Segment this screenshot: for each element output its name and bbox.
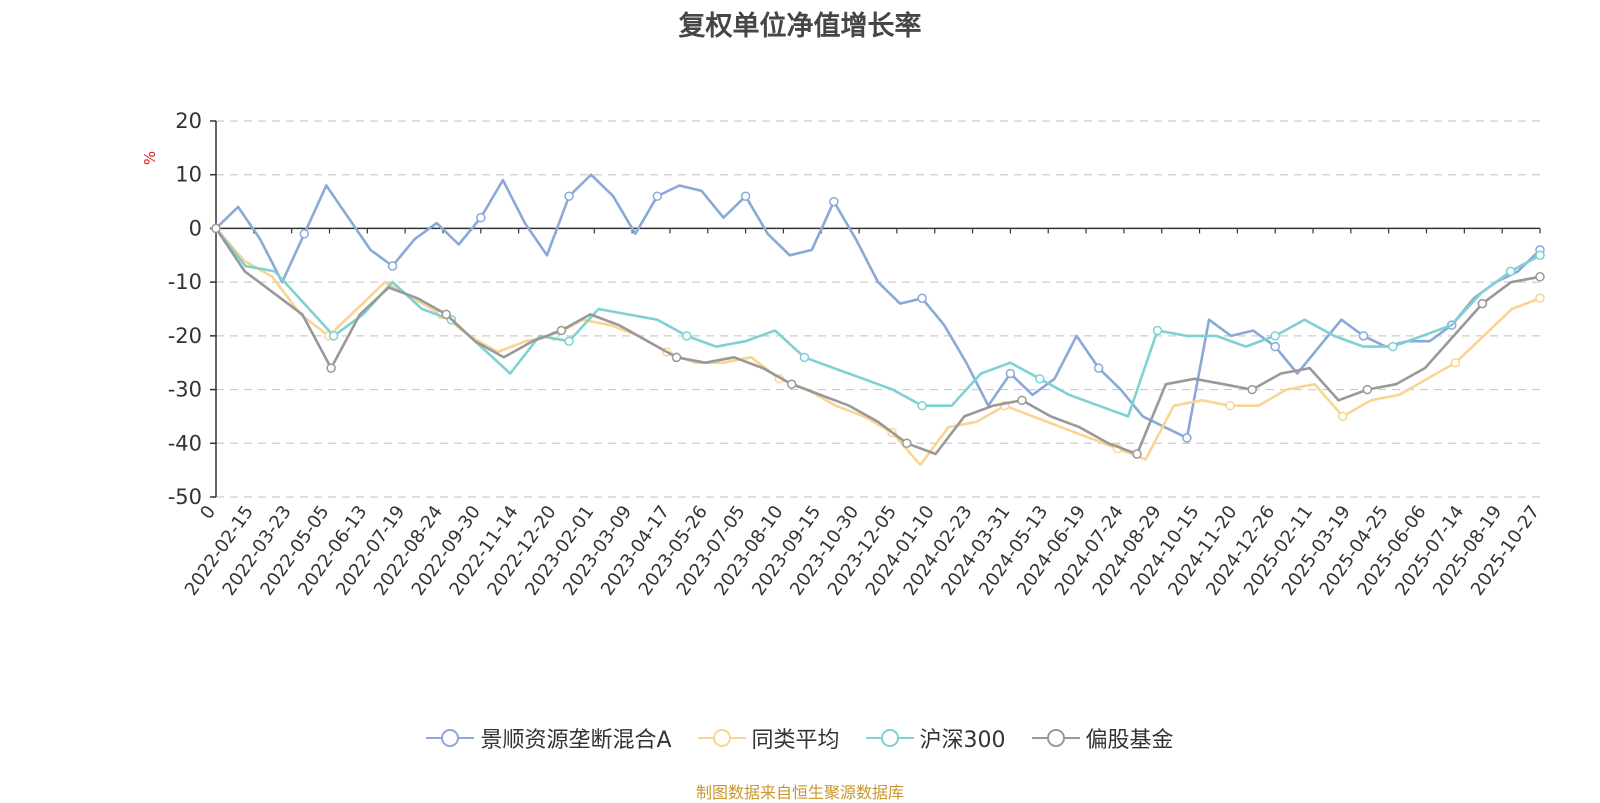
data-point: [1270, 341, 1280, 352]
chart-title: 复权单位净值增长率: [678, 11, 922, 42]
data-point: [1388, 341, 1398, 352]
data-point: [1477, 298, 1488, 309]
data-point: [786, 379, 797, 389]
data-point: [1535, 272, 1545, 282]
data-point: [1505, 266, 1516, 277]
y-tick-label: -20: [168, 324, 202, 348]
data-point: [799, 352, 810, 363]
legend-item-同类平均[interactable]: 同类平均: [697, 722, 840, 754]
data-point: [1017, 395, 1027, 406]
data-point: [1225, 400, 1235, 411]
data-point: [652, 191, 663, 201]
y-tick-label: -40: [168, 431, 202, 455]
data-point: [564, 191, 574, 201]
legend-label: 沪深300: [919, 728, 1006, 753]
data-point: [1358, 331, 1369, 341]
series-line-景顺资源垄断混合A: [215, 173, 1541, 440]
data-point: [917, 293, 927, 304]
y-tick-label: -30: [168, 378, 202, 402]
data-point: [1132, 449, 1142, 459]
y-tick-label: -10: [168, 270, 202, 294]
data-point: [441, 309, 452, 320]
data-point: [829, 196, 839, 207]
data-point: [1535, 250, 1545, 261]
legend-label: 同类平均: [751, 728, 840, 753]
data-point: [1535, 293, 1545, 304]
y-tick-label: 0: [189, 216, 202, 240]
data-point: [387, 261, 398, 271]
data-source-note: 制图数据来自恒生聚源数据库: [695, 783, 904, 802]
data-point: [1450, 357, 1461, 368]
legend-label: 偏股基金: [1085, 728, 1174, 753]
data-point: [902, 438, 912, 449]
series-line-沪深300: [214, 227, 1541, 418]
legend-item-偏股基金[interactable]: 偏股基金: [1031, 722, 1174, 754]
x-tick-label: 0: [196, 502, 220, 523]
data-point: [556, 325, 567, 336]
data-point: [1035, 374, 1045, 384]
data-point: [564, 336, 574, 346]
legend: 景顺资源垄断混合A 同类平均 沪深300 偏股基金: [0, 722, 1600, 754]
data-point: [326, 363, 336, 373]
series-line-偏股基金: [214, 227, 1541, 456]
data-point: [1362, 384, 1373, 395]
data-point: [917, 400, 927, 411]
y-tick-label: 10: [175, 163, 202, 187]
legend-swatch-icon: [697, 729, 746, 747]
legend-swatch-icon: [865, 729, 914, 747]
y-axis-label: %: [141, 151, 159, 165]
series-line-同类平均: [215, 227, 1541, 467]
legend-item-景顺资源垄断混合A[interactable]: 景顺资源垄断混合A: [426, 722, 672, 754]
data-point: [1093, 363, 1104, 373]
legend-item-沪深300[interactable]: 沪深300: [865, 722, 1006, 754]
legend-swatch-icon: [1031, 729, 1080, 747]
data-point: [740, 191, 751, 201]
data-point: [1270, 331, 1280, 341]
legend-swatch-icon: [426, 729, 475, 747]
data-point: [682, 331, 692, 341]
grid-layer: [216, 120, 1540, 498]
data-point: [476, 212, 486, 223]
data-point: [1005, 368, 1016, 379]
y-tick-label: -50: [168, 485, 202, 509]
data-point: [1338, 411, 1348, 422]
data-point: [1247, 384, 1257, 395]
legend-label: 景顺资源垄断混合A: [480, 728, 672, 753]
data-point: [1182, 433, 1192, 443]
data-point: [1152, 325, 1163, 336]
axis-layer: 20100-10-20-30-40-5002022-02-152022-03-2…: [168, 109, 1544, 600]
data-point: [299, 229, 310, 239]
y-tick-label: 20: [175, 109, 202, 133]
data-point: [328, 331, 339, 341]
data-point: [211, 223, 221, 234]
series-layer: [211, 173, 1545, 467]
data-point: [671, 352, 682, 363]
